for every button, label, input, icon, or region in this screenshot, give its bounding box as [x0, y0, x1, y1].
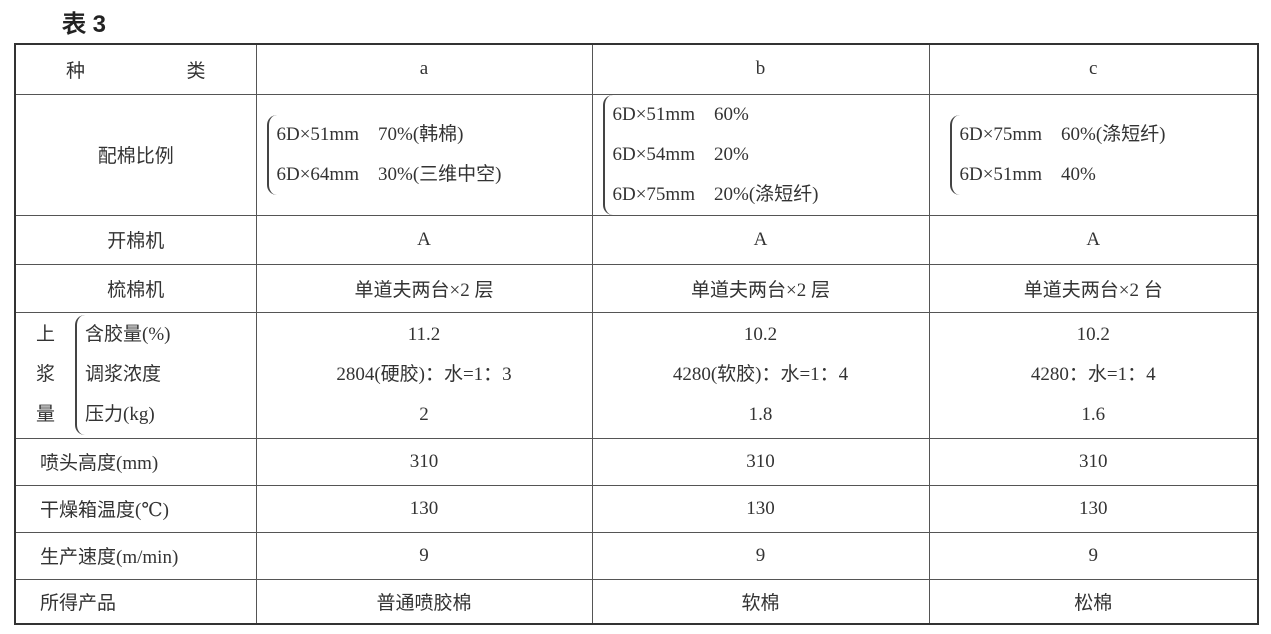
row-label: 干燥箱温度(℃) [14, 484, 257, 533]
col-header-c: c [928, 43, 1259, 95]
col-header-b: b [591, 43, 930, 95]
blend-b: 6D×51mm 60% 6D×54mm 20% 6D×75mm 20%(涤短纤) [602, 94, 818, 215]
blend-a: 6D×51mm 70%(韩棉) 6D×64mm 30%(三维中空) [266, 114, 501, 195]
table-row: 梳棉机 单道夫两台×2 层 单道夫两台×2 层 单道夫两台×2 台 [14, 263, 1259, 313]
table-row: 所得产品 普通喷胶棉 软棉 松棉 [14, 578, 1259, 625]
table-row: 喷头高度(mm) 310 310 310 [14, 437, 1259, 486]
table-row: 开棉机 A A A [14, 214, 1259, 265]
row-label: 生产速度(m/min) [14, 531, 257, 580]
header-row: 种类 a b c [14, 43, 1259, 95]
sizing-label: 上浆量 含胶量(%) 调浆浓度 压力(kg) [16, 315, 256, 435]
table-row: 上浆量 含胶量(%) 调浆浓度 压力(kg) 11.2 2804(硬胶)：水=1：3 2… [14, 311, 1259, 439]
blend-c: 6D×75mm 60%(涤短纤) 6D×51mm 40% [949, 114, 1165, 195]
row-label: 梳棉机 [14, 263, 257, 313]
row-label: 喷头高度(mm) [14, 437, 257, 486]
kind-header: 种类 [66, 60, 206, 82]
col-header-a: a [255, 43, 593, 95]
table-row: 干燥箱温度(℃) 130 130 130 [14, 484, 1259, 533]
table-caption: 表 3 [62, 11, 107, 38]
data-table: 种类 a b c 配棉比例 6D×51mm 70%(韩棉) 6D×64mm 30%… [14, 43, 1259, 625]
row-label: 配棉比例 [14, 93, 257, 216]
row-label: 开棉机 [14, 214, 257, 265]
table-row: 配棉比例 6D×51mm 70%(韩棉) 6D×64mm 30%(三维中空) 6D… [14, 93, 1259, 216]
row-label: 所得产品 [14, 578, 257, 625]
